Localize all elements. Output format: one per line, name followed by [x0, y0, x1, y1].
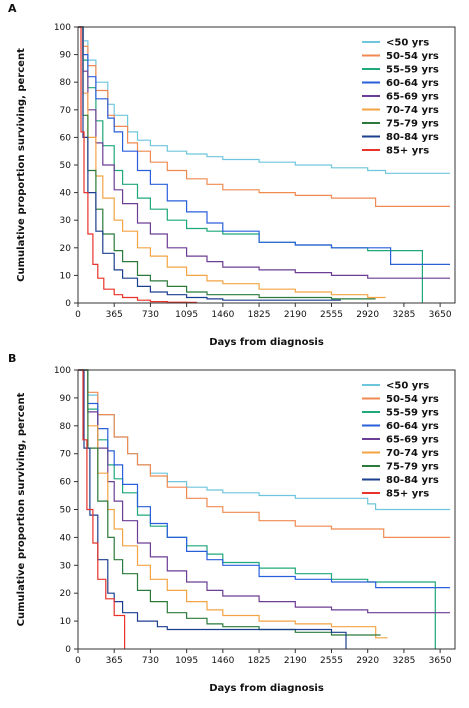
- series-line-8: [78, 26, 198, 303]
- x-tick-label: 3285: [392, 656, 415, 666]
- x-tick-label: 2190: [284, 310, 307, 320]
- x-tick-label: 2190: [284, 656, 307, 666]
- x-tick-label: 0: [75, 656, 81, 666]
- x-tick-label: 2920: [356, 310, 379, 320]
- x-tick-label: 3650: [429, 656, 452, 666]
- y-tick-label: 60: [60, 478, 72, 488]
- panel-letter-b: B: [8, 352, 16, 365]
- y-axis-label-a: Cumulative proportion surviving, percent: [16, 48, 27, 282]
- legend-a: <50 yrs 50-54 yrs 55-59 yrs 60-64 yrs 65-69 …: [362, 38, 439, 157]
- series-line-3: [78, 26, 450, 265]
- series-line-8: [78, 369, 126, 649]
- legend-label: 55-59 yrs: [386, 65, 439, 76]
- x-tick-label: 2920: [356, 656, 379, 666]
- y-tick-label: 80: [60, 422, 72, 432]
- series-line-7: [78, 26, 341, 301]
- y-tick-label: 60: [60, 133, 72, 143]
- y-tick-label: 50: [60, 506, 72, 516]
- y-tick-label: 20: [60, 589, 72, 599]
- y-tick-label: 10: [60, 271, 72, 281]
- y-tick-label: 30: [60, 561, 72, 571]
- legend-label: 75-79 yrs: [386, 119, 439, 130]
- y-tick-label: 40: [60, 189, 72, 199]
- legend-label: 60-64 yrs: [386, 421, 439, 432]
- legend-b: <50 yrs 50-54 yrs 55-59 yrs 60-64 yrs 65-69 …: [362, 381, 439, 500]
- x-tick-label: 1825: [248, 656, 271, 666]
- y-tick-label: 0: [65, 645, 71, 655]
- legend-label: 80-84 yrs: [386, 475, 439, 486]
- legend-label: 70-74 yrs: [386, 105, 439, 116]
- legend-label: 85+ yrs: [386, 489, 429, 500]
- legend-label: 65-69 yrs: [386, 92, 439, 103]
- legend-label: <50 yrs: [386, 38, 429, 49]
- x-tick-label: 1095: [175, 310, 198, 320]
- y-tick-label: 100: [54, 23, 71, 33]
- series-line-3: [78, 369, 450, 589]
- panel-letter-a: A: [8, 2, 17, 15]
- x-tick-label: 0: [75, 310, 81, 320]
- legend-label: 70-74 yrs: [386, 448, 439, 459]
- legend-label: 50-54 yrs: [386, 394, 439, 405]
- y-axis-label-b: Cumulative proportion surviving, percent: [16, 392, 27, 626]
- legend-label: 80-84 yrs: [386, 132, 439, 143]
- x-tick-label: 3285: [392, 310, 415, 320]
- y-tick-label: 80: [60, 78, 72, 88]
- y-tick-label: 90: [60, 394, 72, 404]
- x-tick-label: 2555: [320, 656, 343, 666]
- legend-label: 85+ yrs: [386, 146, 429, 157]
- series-line-6: [78, 369, 381, 636]
- x-tick-label: 365: [106, 310, 123, 320]
- series-line-6: [78, 26, 376, 300]
- panel-a: A 0 10 20 30 40 50 60 70 80 90 100 0 365 730 1095 1460 1…: [8, 2, 456, 348]
- legend-label: 60-64 yrs: [386, 78, 439, 89]
- y-tick-label: 40: [60, 533, 72, 543]
- legend-label: 65-69 yrs: [386, 435, 439, 446]
- series-line-1: [78, 369, 450, 538]
- y-tick-label: 10: [60, 617, 72, 627]
- y-tick-label: 70: [60, 450, 72, 460]
- series-line-4: [78, 26, 450, 279]
- x-tick-label: 730: [142, 656, 159, 666]
- x-tick-label: 365: [106, 656, 123, 666]
- legend-label: 55-59 yrs: [386, 408, 439, 419]
- y-tick-label: 50: [60, 161, 72, 171]
- legend-label: 50-54 yrs: [386, 51, 439, 62]
- x-tick-label: 1825: [248, 310, 271, 320]
- y-tick-label: 30: [60, 216, 72, 226]
- series-line-5: [78, 26, 386, 299]
- series-line-4: [78, 369, 450, 614]
- x-tick-label: 2555: [320, 310, 343, 320]
- legend-label: 75-79 yrs: [386, 462, 439, 473]
- series-line-5: [78, 369, 388, 639]
- y-tick-label: 0: [65, 299, 71, 309]
- y-tick-label: 90: [60, 51, 72, 61]
- x-tick-label: 3650: [429, 310, 452, 320]
- x-tick-label: 1095: [175, 656, 198, 666]
- series-line-7: [78, 369, 347, 649]
- legend-label: <50 yrs: [386, 381, 429, 392]
- y-tick-label: 20: [60, 244, 72, 254]
- panel-b: B 0 10 20 30 40 50 60 70 80 90 100 0 365 730 1095 1460 1…: [8, 352, 456, 694]
- x-axis-label-a: Days from diagnosis: [209, 337, 324, 348]
- x-axis-label-b: Days from diagnosis: [209, 683, 324, 694]
- x-tick-label: 1460: [211, 656, 234, 666]
- y-tick-label: 100: [54, 366, 71, 376]
- y-tick-label: 70: [60, 106, 72, 116]
- x-tick-label: 1460: [211, 310, 234, 320]
- x-tick-label: 730: [142, 310, 159, 320]
